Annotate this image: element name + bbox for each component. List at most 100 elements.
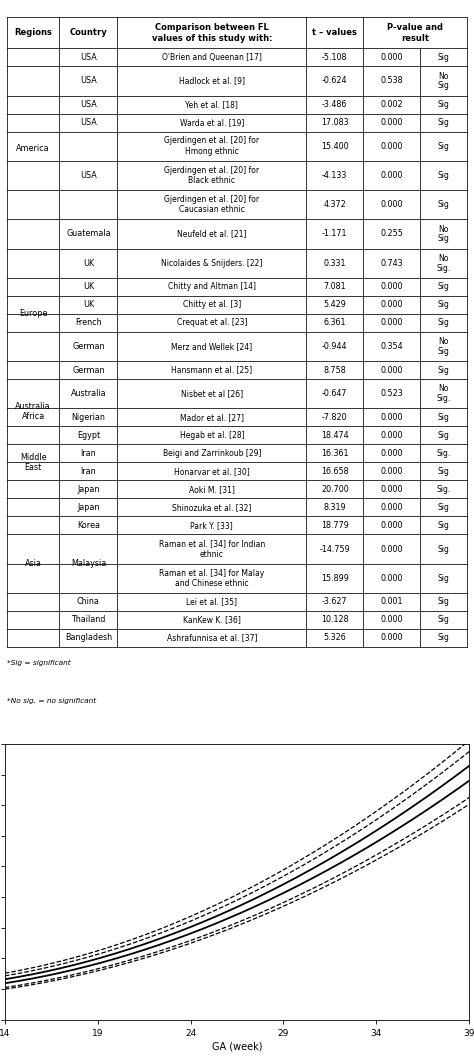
Text: 0.000: 0.000 — [381, 300, 403, 310]
Text: No
Sig.: No Sig. — [437, 253, 451, 272]
Text: Iran: Iran — [81, 448, 96, 458]
Text: 0.000: 0.000 — [381, 318, 403, 328]
Text: 0.000: 0.000 — [381, 412, 403, 422]
Text: German: German — [72, 366, 105, 374]
Text: Sig: Sig — [438, 502, 450, 512]
Text: America: America — [17, 144, 50, 153]
Text: Comparison between FL
values of this study with:: Comparison between FL values of this stu… — [152, 22, 272, 42]
Text: 0.331: 0.331 — [324, 259, 346, 268]
Text: UK: UK — [83, 300, 94, 310]
Text: Korea: Korea — [77, 520, 100, 530]
Text: UK: UK — [83, 282, 94, 292]
Text: Sig.: Sig. — [437, 484, 451, 494]
Text: 0.523: 0.523 — [381, 389, 403, 399]
Text: Guatemala: Guatemala — [66, 229, 111, 239]
Text: 0.000: 0.000 — [381, 171, 403, 180]
Text: Yeh et al. [18]: Yeh et al. [18] — [185, 100, 238, 109]
Text: Sig: Sig — [438, 53, 450, 61]
Text: Sig: Sig — [438, 616, 450, 624]
Text: Japan: Japan — [77, 484, 100, 494]
Text: Sig: Sig — [438, 100, 450, 109]
Text: 0.255: 0.255 — [381, 229, 403, 239]
Text: 0.000: 0.000 — [381, 366, 403, 374]
Text: 0.000: 0.000 — [381, 142, 403, 151]
Text: 8.758: 8.758 — [323, 366, 346, 374]
Text: 5.326: 5.326 — [323, 634, 346, 642]
Text: -4.133: -4.133 — [322, 171, 347, 180]
Text: t – values: t – values — [312, 29, 357, 37]
Text: 18.779: 18.779 — [321, 520, 349, 530]
Text: 0.354: 0.354 — [381, 342, 403, 351]
Text: -5.108: -5.108 — [322, 53, 347, 61]
Text: -14.759: -14.759 — [319, 545, 350, 553]
Text: Gjerdingen et al. [20] for
Hmong ethnic: Gjerdingen et al. [20] for Hmong ethnic — [164, 137, 259, 156]
Text: 0.001: 0.001 — [381, 598, 403, 606]
Text: Sig: Sig — [438, 520, 450, 530]
Text: Sig: Sig — [438, 430, 450, 440]
Text: Beigi and Zarrinkoub [29]: Beigi and Zarrinkoub [29] — [163, 448, 261, 458]
Text: No
Sig.: No Sig. — [437, 385, 451, 403]
Text: Sig: Sig — [438, 318, 450, 328]
Text: -1.171: -1.171 — [322, 229, 347, 239]
Text: Hansmann et al. [25]: Hansmann et al. [25] — [171, 366, 252, 374]
Text: China: China — [77, 598, 100, 606]
Text: Hegab et al. [28]: Hegab et al. [28] — [180, 430, 244, 440]
Text: Sig: Sig — [438, 118, 450, 127]
Text: 20.700: 20.700 — [321, 484, 349, 494]
Text: Sig.: Sig. — [437, 448, 451, 458]
Text: Sig: Sig — [438, 466, 450, 476]
Text: Sig: Sig — [438, 598, 450, 606]
Text: 0.000: 0.000 — [381, 448, 403, 458]
Text: Sig: Sig — [438, 142, 450, 151]
Text: 16.658: 16.658 — [321, 466, 348, 476]
Text: -0.624: -0.624 — [322, 76, 347, 86]
Text: 8.319: 8.319 — [323, 502, 346, 512]
Text: 15.899: 15.899 — [321, 573, 349, 583]
Text: 7.081: 7.081 — [323, 282, 346, 292]
Text: No
Sig: No Sig — [438, 225, 450, 244]
Text: *No sig. = no significant: *No sig. = no significant — [7, 699, 96, 705]
Text: Country: Country — [70, 29, 107, 37]
Text: 0.000: 0.000 — [381, 545, 403, 553]
Text: 0.000: 0.000 — [381, 634, 403, 642]
Text: 0.000: 0.000 — [381, 502, 403, 512]
Text: 4.372: 4.372 — [323, 200, 346, 209]
Text: Chitty and Altman [14]: Chitty and Altman [14] — [168, 282, 256, 292]
Text: 0.002: 0.002 — [381, 100, 403, 109]
Text: Nicolaides & Snijders. [22]: Nicolaides & Snijders. [22] — [161, 259, 263, 268]
Text: Lei et al. [35]: Lei et al. [35] — [186, 598, 237, 606]
Text: -7.820: -7.820 — [322, 412, 347, 422]
Text: Nigerian: Nigerian — [72, 412, 105, 422]
Text: Australia: Australia — [71, 389, 106, 399]
Text: 0.000: 0.000 — [381, 466, 403, 476]
Text: Shinozuka et al. [32]: Shinozuka et al. [32] — [172, 502, 252, 512]
Text: Sig: Sig — [438, 634, 450, 642]
Text: Merz and Wellek [24]: Merz and Wellek [24] — [171, 342, 252, 351]
Text: Japan: Japan — [77, 502, 100, 512]
Text: German: German — [72, 342, 105, 351]
Text: French: French — [75, 318, 102, 328]
Text: Nisbet et al [26]: Nisbet et al [26] — [181, 389, 243, 399]
Text: 0.000: 0.000 — [381, 53, 403, 61]
Text: USA: USA — [80, 171, 97, 180]
Text: Aoki M. [31]: Aoki M. [31] — [189, 484, 235, 494]
Text: 0.000: 0.000 — [381, 484, 403, 494]
Text: 16.361: 16.361 — [321, 448, 348, 458]
Text: Asia: Asia — [25, 559, 42, 568]
Text: 0.000: 0.000 — [381, 616, 403, 624]
Text: Malaysia: Malaysia — [71, 559, 106, 568]
Text: 0.000: 0.000 — [381, 282, 403, 292]
Text: Sig: Sig — [438, 300, 450, 310]
Text: Sig: Sig — [438, 412, 450, 422]
Text: Sig: Sig — [438, 366, 450, 374]
Text: Honarvar et al. [30]: Honarvar et al. [30] — [174, 466, 250, 476]
Text: -0.647: -0.647 — [322, 389, 347, 399]
Text: Sig: Sig — [438, 282, 450, 292]
Text: 0.000: 0.000 — [381, 573, 403, 583]
Text: O'Brien and Queenan [17]: O'Brien and Queenan [17] — [162, 53, 262, 61]
Text: Raman et al. [34] for Malay
and Chinese ethnic: Raman et al. [34] for Malay and Chinese … — [159, 568, 264, 588]
Text: Sig: Sig — [438, 200, 450, 209]
Text: Gjerdingen et al. [20] for
Caucasian ethnic: Gjerdingen et al. [20] for Caucasian eth… — [164, 195, 259, 214]
Text: Crequat et al. [23]: Crequat et al. [23] — [177, 318, 247, 328]
Text: -3.627: -3.627 — [322, 598, 347, 606]
